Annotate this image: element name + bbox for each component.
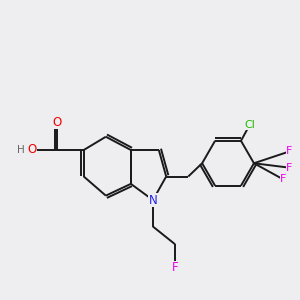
Text: Cl: Cl (244, 120, 255, 130)
Text: F: F (280, 174, 286, 184)
Text: F: F (286, 163, 292, 173)
Text: O: O (52, 116, 62, 128)
Text: N: N (148, 194, 157, 207)
Text: F: F (286, 146, 292, 157)
Text: O: O (28, 143, 37, 157)
Text: H: H (17, 145, 25, 155)
Text: F: F (172, 261, 178, 274)
